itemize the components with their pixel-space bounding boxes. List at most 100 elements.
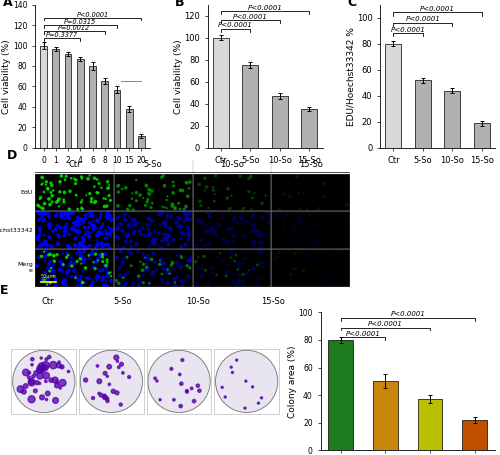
Bar (271, 249, 350, 287)
Point (132, 176, 140, 183)
Text: P=0.0315: P=0.0315 (64, 19, 96, 25)
Point (99, 258, 107, 265)
Point (177, 253, 185, 260)
Point (108, 216, 116, 223)
Bar (35, 212, 114, 249)
Point (85, 275, 93, 282)
Point (103, 202, 111, 210)
Point (58, 268, 66, 275)
Point (78, 197, 86, 204)
Text: Hoechst33342: Hoechst33342 (0, 228, 32, 233)
Circle shape (49, 378, 54, 382)
Point (316, 272, 324, 279)
Point (170, 236, 178, 243)
Point (54, 222, 62, 229)
Point (46, 258, 54, 266)
Point (82, 192, 90, 199)
Point (245, 267, 253, 274)
Point (164, 269, 172, 277)
Circle shape (45, 358, 48, 361)
Point (35, 253, 43, 261)
Point (332, 243, 340, 251)
Point (62, 253, 70, 260)
Point (78, 173, 86, 181)
Circle shape (156, 380, 158, 382)
Point (42, 181, 50, 188)
Point (90, 222, 98, 229)
Point (82, 264, 90, 272)
Point (40, 188, 48, 196)
Point (264, 209, 272, 217)
Circle shape (60, 366, 62, 369)
Point (80, 256, 88, 263)
Point (78, 175, 86, 182)
Point (142, 263, 150, 271)
Point (122, 217, 130, 224)
Point (66, 215, 74, 222)
Point (56, 258, 64, 265)
Point (312, 240, 320, 248)
Circle shape (232, 371, 234, 374)
Point (42, 238, 50, 245)
Point (336, 246, 344, 253)
Text: P=0.0012: P=0.0012 (58, 25, 90, 31)
Point (34, 263, 42, 270)
Point (80, 243, 88, 250)
Circle shape (56, 363, 61, 368)
Point (172, 219, 180, 226)
Point (184, 258, 192, 265)
Point (140, 194, 147, 202)
Point (70, 222, 78, 230)
Text: 10-So: 10-So (186, 298, 210, 307)
Point (42, 252, 50, 259)
Point (102, 263, 110, 271)
Text: P<0.0001: P<0.0001 (406, 16, 440, 22)
Point (308, 253, 316, 260)
Point (162, 197, 170, 204)
Point (250, 189, 258, 197)
Point (177, 235, 185, 242)
Text: P<0.0001: P<0.0001 (248, 5, 282, 11)
Point (66, 259, 74, 267)
Point (122, 233, 130, 241)
Point (122, 271, 130, 278)
Point (212, 233, 220, 240)
Point (141, 254, 149, 261)
Point (116, 272, 124, 279)
Point (92, 277, 100, 284)
Bar (40, 46, 47, 148)
Circle shape (190, 387, 193, 389)
Circle shape (192, 399, 196, 403)
Point (46, 233, 54, 241)
Point (98, 230, 106, 237)
Point (124, 233, 132, 240)
Bar (64, 54, 71, 148)
Point (79, 239, 87, 246)
Point (120, 282, 128, 289)
Point (236, 272, 244, 279)
Point (60, 275, 68, 282)
Point (302, 258, 310, 265)
Text: P=0.3377: P=0.3377 (46, 32, 78, 38)
Point (81, 223, 89, 231)
Circle shape (230, 366, 232, 368)
Point (98, 276, 106, 283)
Point (120, 244, 128, 252)
Bar (114, 212, 192, 249)
Point (135, 281, 143, 288)
Point (61, 176, 69, 183)
Point (224, 238, 232, 246)
Point (60, 281, 68, 288)
Point (242, 217, 250, 225)
Point (105, 184, 113, 192)
Point (79, 216, 87, 223)
Bar (212, 38, 229, 148)
Point (130, 280, 138, 287)
Point (38, 276, 46, 283)
Point (168, 201, 176, 208)
Point (80, 248, 88, 255)
Point (144, 226, 152, 233)
Point (146, 191, 154, 198)
Bar (52, 49, 59, 148)
Text: C: C (348, 0, 357, 9)
